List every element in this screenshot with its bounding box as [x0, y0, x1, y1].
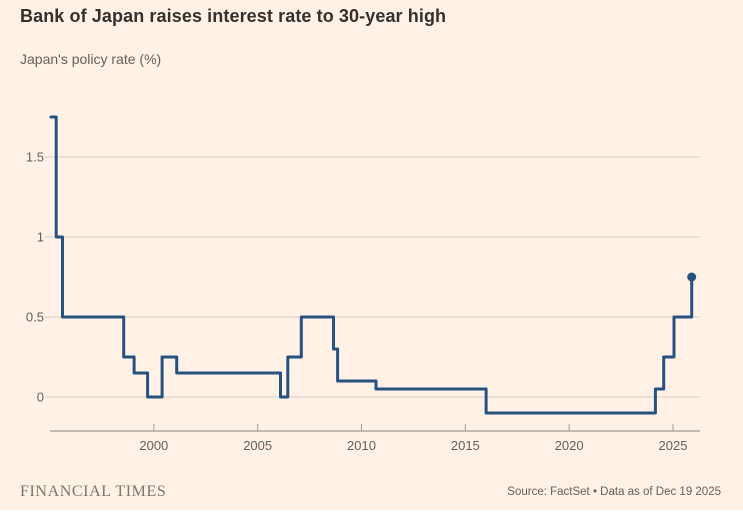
bottom-edge-strip — [0, 510, 743, 514]
chart-title: Bank of Japan raises interest rate to 30… — [20, 6, 447, 26]
x-tick-label: 2005 — [243, 438, 272, 453]
latest-point-marker — [687, 272, 697, 282]
x-tick-label: 2015 — [451, 438, 480, 453]
chart-subtitle: Japan's policy rate (%) — [20, 51, 162, 67]
y-tick-label: 0 — [37, 390, 44, 405]
policy-rate-line — [49, 115, 694, 415]
financial-times-logo: FINANCIAL TIMES — [20, 483, 167, 500]
y-tick-label: 1 — [37, 230, 44, 245]
y-tick-label: 0.5 — [26, 310, 44, 325]
x-tick-label: 2025 — [659, 438, 688, 453]
source-note: Source: FactSet • Data as of Dec 19 2025 — [507, 486, 721, 498]
x-tick-label: 2020 — [555, 438, 584, 453]
y-tick-label: 1.5 — [26, 150, 44, 165]
x-tick-label: 2010 — [347, 438, 376, 453]
x-tick-label: 2000 — [139, 438, 168, 453]
